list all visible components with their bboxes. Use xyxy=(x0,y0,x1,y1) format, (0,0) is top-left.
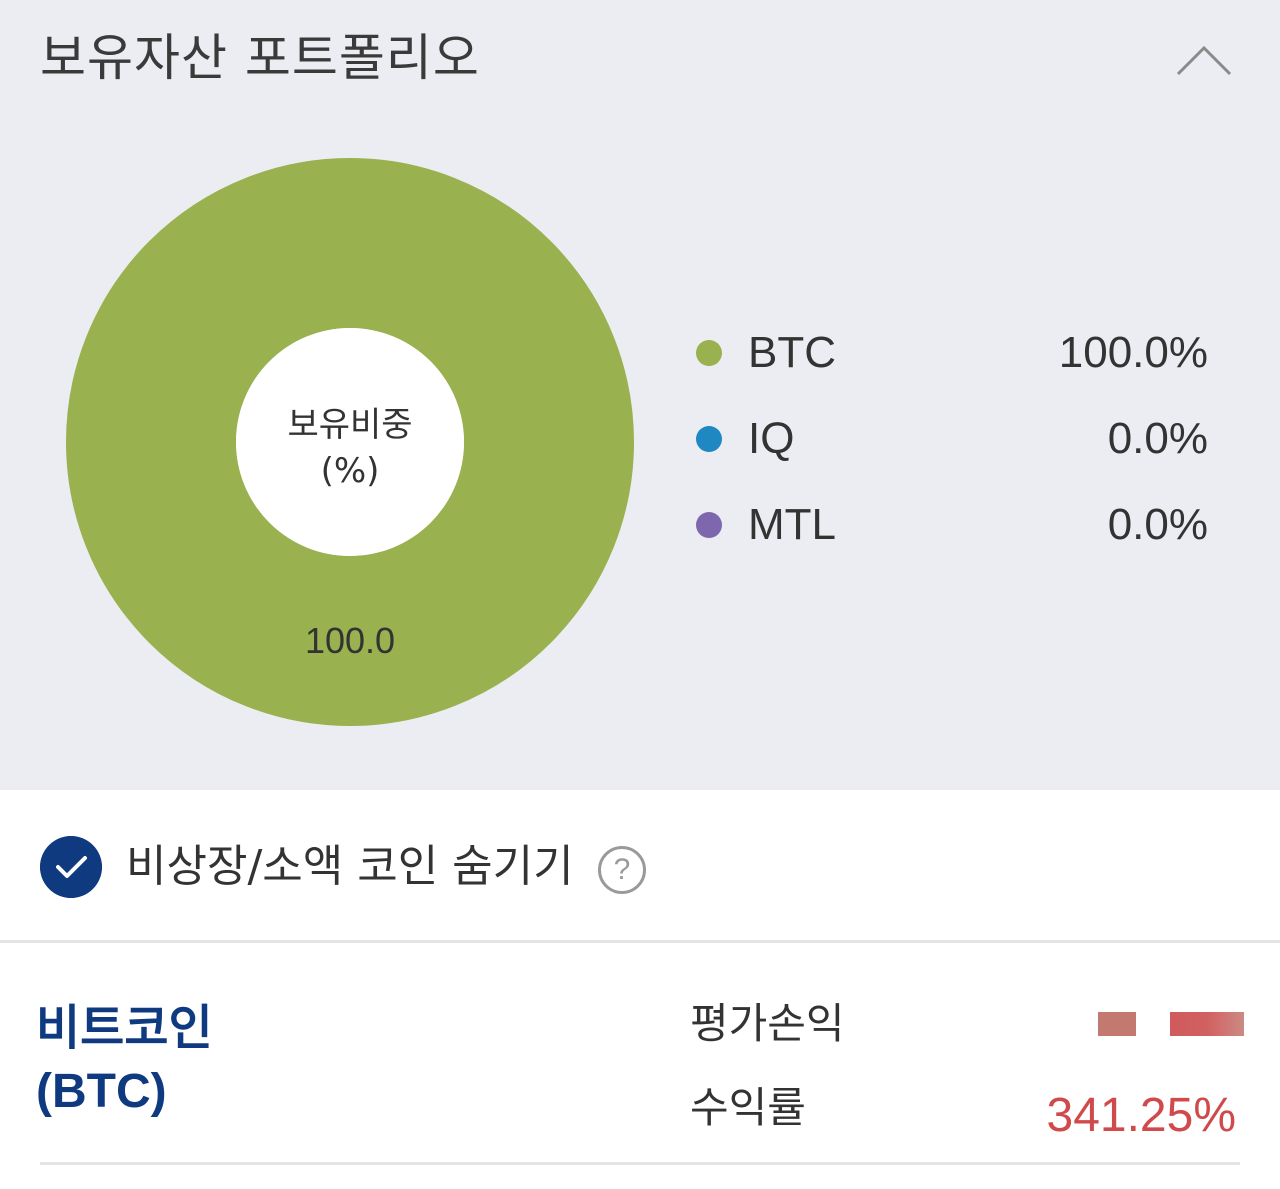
question-circle-icon[interactable]: ? xyxy=(598,846,646,894)
legend-dot xyxy=(696,340,722,366)
legend-name: MTL xyxy=(748,500,836,549)
legend-percent: 100.0% xyxy=(1058,328,1208,377)
coin-ticker: (BTC) xyxy=(36,1065,167,1118)
rate-label: 수익률 xyxy=(690,1083,806,1132)
pnl-value-masked xyxy=(1098,1012,1244,1038)
legend-percent: 0.0% xyxy=(1107,500,1208,549)
rate-value: 341.25% xyxy=(1046,1089,1237,1142)
pnl-label: 평가손익 xyxy=(690,999,845,1048)
legend-item-iq: IQ 0.0% xyxy=(696,396,1216,482)
portfolio-donut-chart: 보유비중 (%) 100.0 xyxy=(66,158,634,726)
legend-name: BTC xyxy=(748,328,836,377)
donut-slice-btc xyxy=(66,158,634,726)
legend-percent: 0.0% xyxy=(1107,414,1208,463)
legend-name: IQ xyxy=(748,414,795,463)
checkmark-icon xyxy=(56,856,87,878)
donut-data-label: 100.0 xyxy=(305,620,395,661)
chevron-up-icon[interactable] xyxy=(1172,40,1236,80)
donut-hole xyxy=(236,328,464,556)
portfolio-panel: 보유자산 포트폴리오 보유비중 (%) 100.0 BTC 100.0% IQ 0.0… xyxy=(0,0,1280,790)
legend-item-mtl: MTL 0.0% xyxy=(696,482,1216,568)
legend-item-btc: BTC 100.0% xyxy=(696,310,1216,396)
coin-name[interactable]: 비트코인 (BTC) xyxy=(36,996,213,1124)
legend-dot xyxy=(696,426,722,452)
donut-center-label-line2: (%) xyxy=(321,451,380,491)
chart-legend: BTC 100.0% IQ 0.0% MTL 0.0% xyxy=(696,310,1216,568)
hide-small-coins-checkbox[interactable] xyxy=(40,836,102,898)
donut-center-label-line1: 보유비중 xyxy=(287,405,412,445)
coin-korean-name: 비트코인 xyxy=(36,1000,213,1056)
portfolio-title: 보유자산 포트폴리오 xyxy=(40,29,480,87)
hide-small-coins-label[interactable]: 비상장/소액 코인 숨기기 xyxy=(126,841,574,892)
legend-dot xyxy=(696,512,722,538)
row-divider xyxy=(40,1162,1240,1165)
